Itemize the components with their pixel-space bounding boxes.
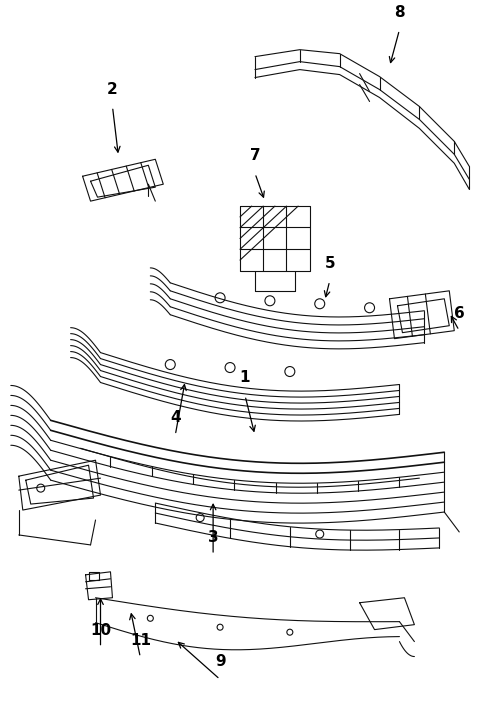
Text: 2: 2	[107, 81, 118, 96]
Text: 4: 4	[170, 410, 180, 426]
Text: 10: 10	[90, 623, 111, 638]
Text: 1: 1	[240, 371, 250, 385]
Text: 11: 11	[130, 633, 151, 647]
Text: 6: 6	[454, 306, 465, 320]
Text: 3: 3	[208, 530, 219, 545]
Text: 8: 8	[394, 5, 405, 19]
Text: 9: 9	[215, 654, 225, 670]
Text: 7: 7	[249, 148, 260, 163]
Text: 5: 5	[324, 256, 335, 271]
